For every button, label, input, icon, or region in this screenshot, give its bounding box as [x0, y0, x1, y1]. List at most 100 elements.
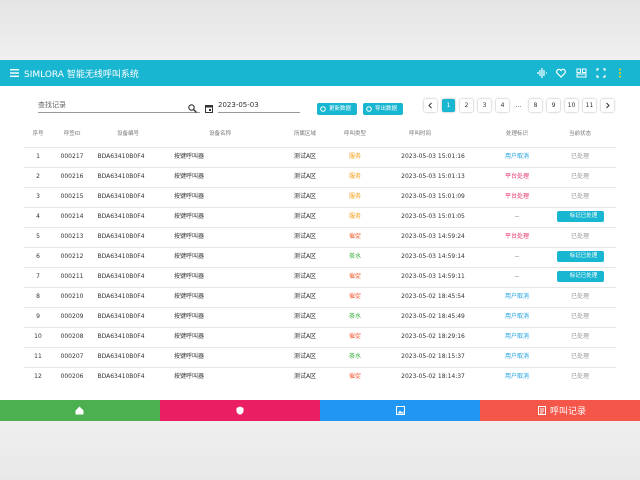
table-cell: 已处理	[570, 373, 590, 380]
page-button[interactable]: 10	[565, 99, 578, 112]
table-cell: 2	[36, 173, 40, 180]
table-cell: 000214	[60, 213, 84, 220]
table-cell: 服务	[348, 173, 362, 180]
date-input[interactable]: 2023-05-03	[218, 99, 300, 113]
table-cell: 2023-05-02 18:14:37	[401, 373, 465, 380]
table-cell: 000213	[60, 233, 84, 240]
column-header: 所属区域	[293, 131, 317, 137]
table-cell: 2023-05-03 14:59:14	[401, 253, 465, 260]
table-cell: 按键呼叫器	[173, 153, 205, 160]
page-next[interactable]	[601, 99, 614, 112]
button-label: 导出数据	[374, 106, 397, 112]
table-cell: BDA63410B0F4	[97, 273, 145, 280]
table-cell: 已处理	[570, 173, 590, 180]
table-cell: 9	[36, 313, 40, 320]
table-cell: 2023-05-02 18:15:37	[401, 353, 465, 360]
page-button[interactable]: ...	[515, 102, 522, 109]
table-cell: 按键呼叫器	[173, 373, 205, 380]
table-cell: 按键呼叫器	[173, 273, 205, 280]
action-button[interactable]: 导出数据	[363, 103, 403, 115]
page-button[interactable]: 9	[547, 99, 560, 112]
table-cell: 服务	[348, 213, 362, 220]
search-input[interactable]: 查找记录	[38, 99, 200, 113]
row-divider	[24, 187, 616, 188]
table-cell: BDA63410B0F4	[97, 373, 145, 380]
row-divider	[24, 307, 616, 308]
table-cell: 000215	[60, 193, 84, 200]
column-header: 呼叫类型	[343, 131, 367, 137]
table-cell: 按键呼叫器	[173, 253, 205, 260]
table-cell: 000217	[60, 153, 84, 160]
table-cell: --	[514, 213, 520, 220]
column-header: 处理标识	[505, 131, 529, 137]
table-cell: 000208	[60, 333, 84, 340]
toolbar-icons[interactable]	[536, 67, 628, 79]
table-cell: 测试A区	[293, 373, 317, 380]
app-bar: SIMLORA 智能无线呼叫系统	[0, 60, 640, 86]
table-cell: 测试A区	[293, 213, 317, 220]
action-button[interactable]: 更新数据	[317, 103, 357, 115]
column-header: 呼叫时间	[408, 131, 432, 137]
table-cell: 已处理	[570, 333, 590, 340]
table-cell: 按键呼叫器	[173, 193, 205, 200]
table-cell: 按键呼叫器	[173, 353, 205, 360]
table-cell: 用户取消	[504, 293, 530, 300]
search-icon[interactable]	[188, 104, 197, 113]
table-cell: 000212	[60, 253, 84, 260]
nav-records[interactable]: 呼叫记录	[480, 400, 640, 421]
table-cell: 按键呼叫器	[173, 213, 205, 220]
mark-processed-button[interactable]: 标记已处理	[557, 251, 604, 262]
nav-label: 呼叫记录	[550, 407, 587, 417]
nav-home[interactable]	[0, 400, 160, 421]
row-divider	[24, 227, 616, 228]
nav-shield[interactable]	[160, 400, 320, 421]
table-cell: 2023-05-03 14:59:11	[401, 273, 465, 280]
app-title: SIMLORA 智能无线呼叫系统	[24, 70, 139, 80]
mark-processed-button[interactable]: 标记已处理	[557, 271, 604, 282]
table-cell: 按键呼叫器	[173, 293, 205, 300]
table-cell: 10	[34, 333, 42, 340]
table-cell: 已处理	[570, 313, 590, 320]
table-cell: 6	[36, 253, 40, 260]
table-cell: --	[514, 253, 520, 260]
table-cell: 茶水	[348, 313, 362, 320]
table-cell: BDA63410B0F4	[97, 333, 145, 340]
menu-icon[interactable]	[10, 69, 19, 77]
table-cell: 测试A区	[293, 153, 317, 160]
table-cell: 2023-05-02 18:45:54	[401, 293, 465, 300]
table-cell: 茶水	[348, 253, 362, 260]
table-cell: 测试A区	[293, 293, 317, 300]
row-divider	[24, 207, 616, 208]
table-cell: 2023-05-03 15:01:05	[401, 213, 465, 220]
table-cell: 5	[36, 233, 40, 240]
row-divider	[24, 267, 616, 268]
nav-image[interactable]	[320, 400, 480, 421]
column-header: 呼签ID	[63, 131, 81, 137]
page-button[interactable]: 8	[529, 99, 542, 112]
table-cell: 000206	[60, 373, 84, 380]
page-button[interactable]: 1	[442, 99, 455, 112]
table-cell: 11	[34, 353, 42, 360]
table-cell: 催促	[348, 293, 362, 300]
page-button[interactable]: 11	[583, 99, 596, 112]
table-cell: 测试A区	[293, 193, 317, 200]
mark-processed-button[interactable]: 标记已处理	[557, 211, 604, 222]
page-button[interactable]: 2	[460, 99, 473, 112]
table-cell: 催促	[348, 333, 362, 340]
table-cell: 茶水	[348, 353, 362, 360]
page-prev[interactable]	[424, 99, 437, 112]
table-cell: 已处理	[570, 153, 590, 160]
table-cell: 2023-05-02 18:45:49	[401, 313, 465, 320]
page-button[interactable]: 4	[496, 99, 509, 112]
calendar-icon[interactable]	[205, 104, 213, 113]
table-cell: 用户取消	[504, 153, 530, 160]
table-cell: 000207	[60, 353, 84, 360]
table-cell: 平台处理	[504, 233, 530, 240]
table-cell: 000211	[60, 273, 84, 280]
table-cell: 服务	[348, 153, 362, 160]
table-cell: 按键呼叫器	[173, 313, 205, 320]
table-cell: 000209	[60, 313, 84, 320]
column-header: 序号	[32, 131, 44, 137]
page-button[interactable]: 3	[478, 99, 491, 112]
